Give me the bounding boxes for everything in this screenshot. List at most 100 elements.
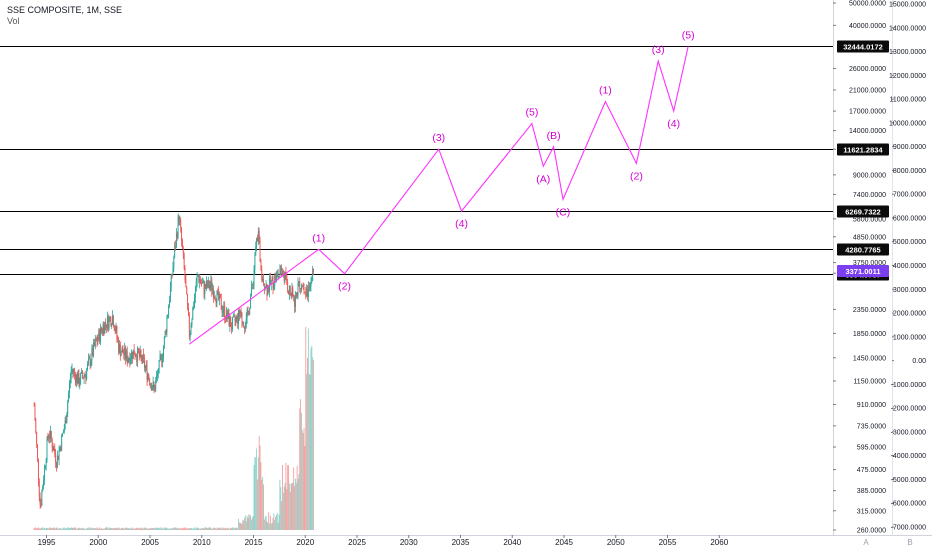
secondary-tick-label: -6000.0000 — [891, 501, 927, 508]
candle-body — [211, 279, 213, 291]
volume-bar — [127, 528, 129, 530]
volume-bar — [244, 515, 246, 530]
volume-bar — [237, 528, 239, 530]
candle-body — [222, 311, 224, 313]
candle-body — [303, 287, 305, 293]
volume-bar — [62, 528, 63, 530]
volume-bar — [159, 528, 161, 530]
candle-body — [171, 274, 173, 276]
candle-body — [95, 339, 97, 341]
volume-bar — [125, 527, 126, 530]
secondary-tick-label: -1000.0000 — [891, 382, 927, 389]
candle-body — [301, 286, 302, 291]
volume-bar — [204, 527, 206, 530]
candle-body — [38, 480, 40, 496]
candle-body — [229, 317, 231, 327]
volume-bar — [81, 528, 83, 530]
candle-body — [54, 448, 56, 454]
volume-bar — [130, 527, 132, 530]
candle-body — [100, 327, 102, 331]
volume-bar — [206, 528, 208, 530]
candle-body — [46, 437, 48, 461]
candle-body — [63, 428, 65, 432]
volume-bar — [114, 528, 116, 530]
candle-body — [33, 405, 35, 407]
volume-bar — [195, 527, 197, 530]
candle-body — [109, 317, 111, 319]
candle-body — [184, 267, 186, 281]
candle-body — [216, 290, 218, 303]
volume-bar — [94, 528, 95, 530]
volume-bar — [217, 527, 219, 530]
candle-body — [278, 276, 280, 278]
candle-body — [137, 347, 139, 362]
volume-bar — [181, 527, 183, 530]
volume-bar — [129, 528, 131, 530]
volume-bar — [299, 408, 301, 530]
candle-body — [263, 278, 264, 284]
volume-bar — [137, 528, 139, 530]
candle-layer — [33, 213, 314, 509]
volume-bar — [306, 373, 308, 530]
volume-bar — [271, 522, 273, 530]
wave-layer: (1) (2) (3) (4) (5) (A) (B) (C) (1) (2) (3) (4) (5) — [188, 29, 695, 345]
candle-body — [165, 330, 167, 333]
price-tick-label: 735.0000 — [857, 423, 886, 430]
candle-body — [250, 296, 252, 309]
volume-bar — [231, 527, 233, 530]
candle-body — [267, 286, 269, 296]
volume-bar — [68, 527, 70, 530]
candle-body — [127, 359, 129, 364]
volume-bar — [117, 527, 119, 530]
candle-body — [48, 435, 50, 439]
candle-body — [89, 357, 91, 366]
scale-button-b[interactable]: B — [907, 538, 912, 547]
price-tick-label: 475.0000 — [857, 467, 886, 474]
volume-bar — [137, 527, 139, 530]
candle-body — [215, 300, 217, 303]
volume-bar — [37, 528, 38, 530]
candle-body — [115, 326, 117, 332]
volume-bar — [213, 527, 215, 530]
candle-body — [159, 356, 161, 361]
volume-bar — [143, 528, 145, 530]
candle-body — [94, 342, 95, 346]
candle-body — [247, 310, 249, 312]
price-tick-label: 1850.0000 — [853, 331, 886, 338]
scale-button-a[interactable]: A — [863, 538, 869, 547]
candle-body — [304, 292, 306, 294]
volume-bar — [184, 527, 186, 530]
candle-body — [183, 253, 185, 268]
candle-body — [251, 284, 253, 286]
volume-bar — [250, 519, 252, 530]
volume-bar — [156, 527, 158, 530]
volume-bar — [101, 528, 103, 530]
candle-body — [74, 370, 76, 375]
candle-body — [104, 322, 106, 334]
volume-bar — [63, 527, 65, 530]
candle-body — [123, 353, 125, 355]
volume-bar — [227, 528, 229, 530]
volume-bar — [268, 511, 270, 530]
candle-body — [65, 420, 67, 424]
candle-body — [200, 279, 201, 283]
volume-bar — [142, 528, 144, 530]
volume-bar — [263, 519, 265, 530]
candle-body — [177, 216, 179, 238]
volume-bar — [106, 527, 107, 530]
volume-bar — [264, 516, 266, 530]
volume-bar — [260, 462, 262, 530]
volume-bar — [197, 527, 199, 530]
candle-body — [75, 374, 76, 384]
candle-body — [121, 348, 123, 353]
wave-label: (2) — [630, 170, 643, 182]
candle-body — [119, 344, 121, 357]
x-tick-label: 2000 — [89, 538, 107, 547]
candle-body — [309, 286, 311, 288]
candle-body — [276, 273, 278, 275]
candle-body — [219, 294, 220, 300]
volume-bar — [62, 527, 64, 530]
volume-bar — [123, 528, 125, 530]
volume-bar — [154, 528, 156, 530]
